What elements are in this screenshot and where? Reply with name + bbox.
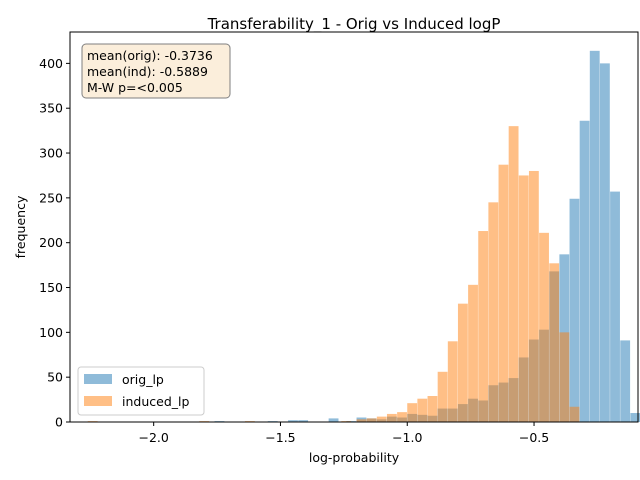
y-tick-label: 200 (39, 235, 63, 250)
y-tick-label: 0 (55, 415, 63, 430)
axes-frame (69, 31, 639, 423)
y-tick-label: 150 (39, 280, 63, 295)
chart-title: Transferability_1 - Orig vs Induced logP (207, 15, 501, 34)
bar-orig-lp (589, 50, 600, 422)
bar-orig-lp (569, 198, 580, 422)
bar-induced-lp (356, 419, 367, 422)
x-axis-ticks: −2.0 −1.5 −1.0 −0.5 (138, 422, 549, 445)
annotation-box (81, 43, 231, 99)
bar-induced-lp (417, 398, 428, 422)
x-tick-label: −1.0 (392, 430, 422, 445)
annotation-line-pvalue: M-W p=<0.005 (87, 80, 183, 95)
bar-induced-lp (539, 232, 549, 422)
annotation-line-mean-orig: mean(orig): -0.3736 (87, 48, 213, 63)
legend-label-orig-lp: orig_lp (122, 372, 164, 387)
bar-orig-lp (599, 63, 610, 422)
bar-induced-lp (528, 170, 539, 422)
bar-induced-lp (457, 303, 468, 422)
bar-orig-lp (610, 191, 620, 422)
bar-orig-lp (288, 420, 298, 422)
bar-orig-lp (630, 413, 640, 422)
bar-induced-lp (518, 175, 529, 422)
bar-induced-lp (437, 371, 448, 422)
y-axis-ticks: 0 50 100 150 200 250 300 350 400 (39, 56, 70, 430)
bar-induced-lp (508, 126, 519, 422)
bar-induced-lp (366, 418, 377, 422)
bar-induced-lp (488, 202, 499, 422)
legend: orig_lp induced_lp (77, 366, 205, 416)
bar-induced-lp (376, 416, 387, 422)
y-tick-label: 50 (47, 370, 63, 385)
bar-induced-lp (478, 231, 489, 422)
plot-area (87, 50, 640, 422)
legend-swatch-induced-lp (84, 396, 112, 406)
bar-induced-lp (407, 403, 418, 422)
y-tick-label: 300 (39, 146, 63, 161)
bar-orig-lp (298, 420, 309, 422)
bar-induced-lp (397, 412, 407, 422)
y-tick-label: 350 (39, 101, 63, 116)
y-axis-label: frequency (13, 195, 28, 258)
legend-label-induced-lp: induced_lp (122, 394, 189, 409)
bar-orig-lp (328, 418, 339, 422)
x-axis-label: log-probability (309, 450, 400, 465)
bar-induced-lp (549, 263, 560, 422)
x-tick-label: −0.5 (519, 430, 549, 445)
stats-annotation: mean(orig): -0.3736 mean(ind): -0.5889 M… (81, 43, 231, 99)
bar-induced-lp (447, 341, 458, 422)
bar-induced-lp (498, 164, 509, 422)
bar-induced-lp (559, 332, 570, 422)
x-tick-label: −2.0 (138, 430, 168, 445)
bar-induced-lp (468, 284, 478, 422)
bar-induced-lp (386, 413, 397, 422)
y-tick-label: 100 (39, 325, 63, 340)
bar-induced-lp (569, 406, 580, 422)
x-tick-label: −1.5 (265, 430, 295, 445)
annotation-line-mean-ind: mean(ind): -0.5889 (87, 64, 208, 79)
bar-orig-lp (620, 340, 631, 422)
series-induced-lp (87, 126, 580, 422)
bar-orig-lp (579, 120, 590, 422)
y-tick-label: 400 (39, 56, 63, 71)
bar-induced-lp (427, 396, 438, 422)
legend-swatch-orig-lp (84, 374, 112, 384)
y-tick-label: 250 (39, 190, 63, 205)
